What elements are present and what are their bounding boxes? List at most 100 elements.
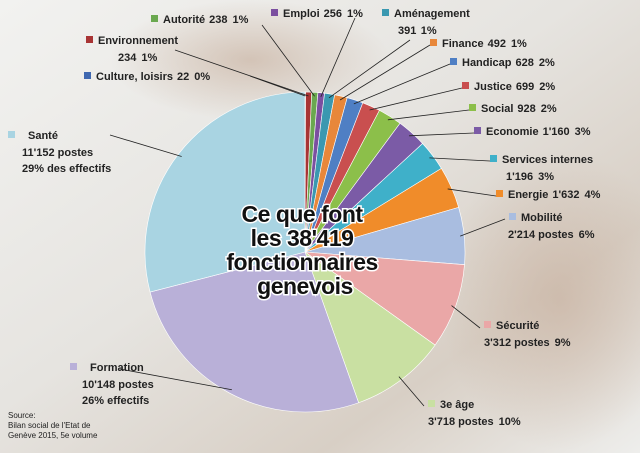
legend-marker	[382, 9, 389, 16]
slice-label: Mobilité 2'214 postes 6%	[508, 212, 595, 241]
label-part: 11'152 postes	[22, 147, 93, 159]
label-part: 2%	[539, 57, 555, 69]
slice-label: Energie 1'632 4%	[508, 189, 601, 201]
slice-label: Handicap 628 2%	[462, 57, 555, 69]
label-part: Finance	[442, 38, 484, 50]
slice-label: 3e âge 3'718 postes 10%	[428, 399, 521, 428]
label-part: Formation	[90, 362, 144, 374]
title-line: les 38'419	[251, 225, 354, 251]
label-part: 10'148 postes	[82, 379, 154, 391]
label-part: 234	[118, 52, 137, 64]
background-blur	[110, 0, 390, 120]
legend-marker	[496, 190, 503, 197]
label-part: 1%	[421, 25, 437, 37]
leader-line	[451, 305, 481, 329]
slice-label: Aménagement 391 1%	[394, 8, 470, 37]
slice-label: Environnement 234 1%	[98, 35, 178, 64]
label-part: 3%	[538, 171, 554, 183]
label-part: Justice	[474, 81, 512, 93]
label-part: Sécurité	[496, 320, 539, 332]
leader-line	[398, 376, 425, 407]
slice-label: Economie 1'160 3%	[486, 126, 591, 138]
label-part: Economie	[486, 126, 539, 138]
legend-marker	[428, 400, 435, 407]
leader-line	[328, 39, 411, 99]
slice-label: Services internes 1'196 3%	[502, 154, 593, 183]
source-line: Genève 2015, 5e volume	[8, 431, 98, 440]
slice-label: Social 928 2%	[481, 103, 557, 115]
legend-marker	[430, 39, 437, 46]
legend-marker	[8, 131, 15, 138]
slice-label: Formation 10'148 postes 26% effectifs	[82, 362, 154, 407]
chart-title: Ce que font les 38'419 fonctionnaires ge…	[226, 201, 383, 299]
leader-line	[261, 24, 315, 97]
slice-label: Finance 492 1%	[442, 38, 527, 50]
leader-line	[109, 134, 182, 157]
leader-line	[119, 368, 232, 391]
leader-line	[353, 63, 451, 105]
label-part: 26% effectifs	[82, 395, 149, 407]
label-part: 238	[209, 14, 227, 26]
legend-marker	[84, 72, 91, 79]
legend-marker	[462, 82, 469, 89]
source: Source: Bilan social de l'Etat de Genève…	[8, 411, 98, 440]
label-part: 4%	[584, 189, 600, 201]
label-part: Mobilité	[521, 212, 563, 224]
pie	[144, 91, 466, 413]
label-part: 22	[177, 71, 189, 83]
label-part: Aménagement	[394, 8, 470, 20]
leader-line	[409, 132, 475, 137]
label-part: 492	[488, 38, 506, 50]
legend-marker	[484, 321, 491, 328]
legend-marker	[474, 127, 481, 134]
label-part: 256	[324, 8, 342, 20]
legend-marker	[450, 58, 457, 65]
label-part: 1%	[233, 14, 249, 26]
label-part: Energie	[508, 189, 548, 201]
legend-marker	[509, 213, 516, 220]
label-part: Environnement	[98, 35, 178, 47]
label-part: 3e âge	[440, 399, 474, 411]
slice-label: Sécurité 3'312 postes 9%	[484, 320, 571, 349]
slice-label: Culture, loisirs 22 0%	[96, 71, 210, 83]
pie-slice	[303, 251, 465, 346]
pie-slice	[144, 91, 306, 293]
label-part: 391	[398, 25, 416, 37]
label-part: 9%	[555, 337, 571, 349]
label-part: Autorité	[163, 14, 205, 26]
label-part: Emploi	[283, 8, 320, 20]
label-part: Santé	[28, 130, 58, 142]
slice-label: Emploi 256 1%	[283, 8, 363, 20]
legend-marker	[151, 15, 158, 22]
label-part: 3'718 postes	[428, 416, 494, 428]
label-part: 928	[517, 103, 535, 115]
label-part: 2%	[541, 103, 557, 115]
legend-marker	[490, 155, 497, 162]
label-part: 2'214 postes	[508, 229, 574, 241]
label-part: 628	[516, 57, 534, 69]
leader-line	[339, 44, 431, 101]
legend-marker	[70, 363, 77, 370]
slice-label: Santé 11'152 postes 29% des effectifs	[22, 130, 111, 175]
leader-line	[387, 109, 470, 121]
label-part: Services internes	[502, 154, 593, 166]
leader-line	[429, 157, 491, 162]
slice-label: Autorité 238 1%	[163, 14, 249, 26]
title-line: fonctionnaires	[226, 249, 377, 275]
legend-marker	[271, 9, 278, 16]
leader-line	[320, 17, 356, 97]
label-part: 1%	[511, 38, 527, 50]
legend-marker	[86, 36, 93, 43]
title-line: Ce que font	[242, 201, 364, 227]
leader-line	[369, 87, 463, 111]
label-part: 6%	[579, 229, 595, 241]
source-line: Bilan social de l'Etat de	[8, 421, 91, 430]
legend-marker	[469, 104, 476, 111]
label-part: 2%	[539, 81, 555, 93]
label-part: 1%	[141, 52, 157, 64]
slice-label: Justice 699 2%	[474, 81, 555, 93]
label-part: 1'160	[543, 126, 570, 138]
leader-line	[174, 49, 309, 97]
label-part: 29% des effectifs	[22, 163, 111, 175]
label-part: 10%	[499, 416, 521, 428]
